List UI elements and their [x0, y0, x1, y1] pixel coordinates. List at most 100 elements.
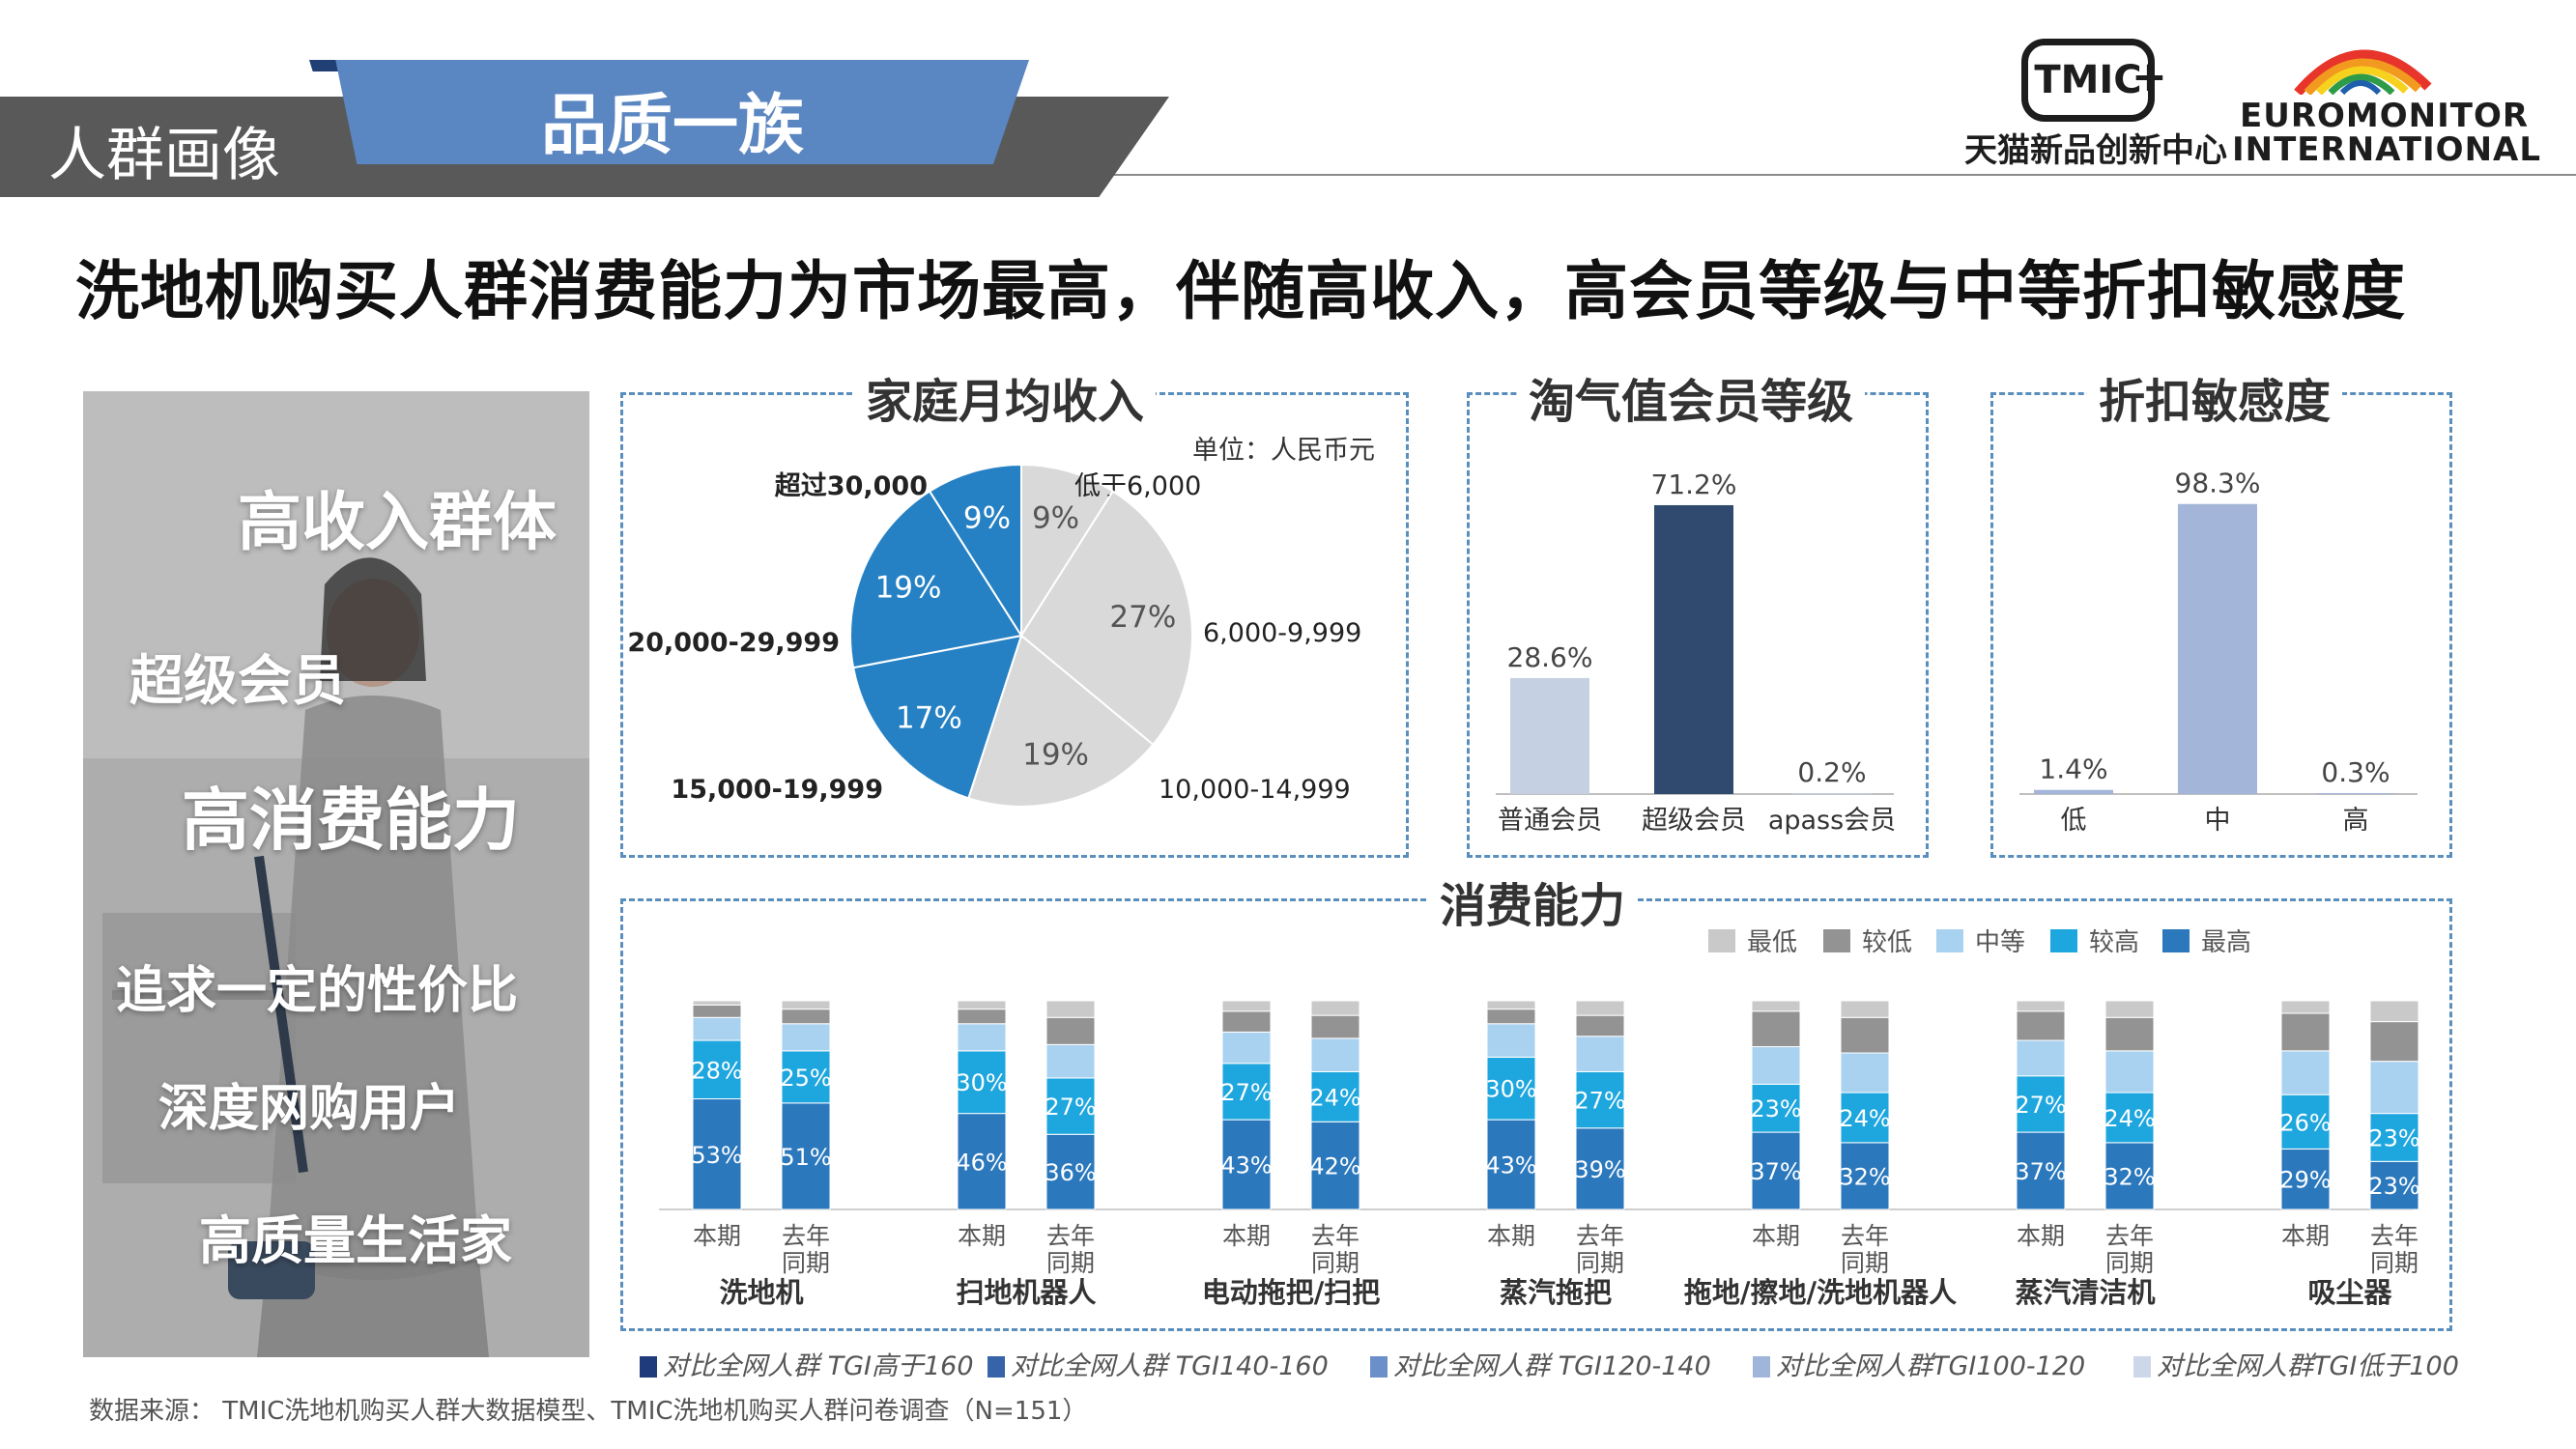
stacked-segment-value: 27%	[1220, 1079, 1272, 1106]
stacked-segment-value: 27%	[1045, 1094, 1096, 1121]
group-label: 拖地/擦地/洗地机器人	[1684, 1276, 1957, 1309]
stacked-segment-value: 53%	[691, 1142, 742, 1169]
legend-label: 中等	[1975, 928, 2025, 957]
tab-label: 品质一族	[541, 88, 805, 164]
pie-slice	[1019, 490, 1193, 747]
tmic-logo-subtitle: 天猫新品创新中心	[1964, 131, 2227, 170]
stacked-segment	[957, 1000, 1007, 1010]
discount-bar-value: 1.4%	[2039, 753, 2107, 785]
stacked-segment-value: 43%	[1485, 1152, 1536, 1179]
member-bar	[1654, 504, 1733, 794]
photo-label-heavy-shopper: 深度网购用户	[158, 1080, 461, 1138]
stacked-segment-value: 43%	[1220, 1152, 1272, 1179]
period-label: 去年	[1046, 1222, 1095, 1250]
stacked-segment	[1751, 1046, 1801, 1085]
legend-swatch	[1708, 929, 1735, 952]
pie-slice-label: 6,000-9,999	[1203, 618, 1361, 648]
stacked-segment	[1221, 1000, 1272, 1012]
group-label: 蒸汽拖把	[1500, 1276, 1612, 1309]
stacked-segment	[2016, 1000, 2066, 1012]
stacked-segment-value: 23%	[1750, 1095, 1801, 1122]
pie-slice-label: 15,000-19,999	[671, 775, 883, 805]
period-label: 去年	[1841, 1222, 1889, 1250]
euromonitor-logo-line1: EUROMONITOR	[2240, 97, 2530, 135]
pie-slice-value: 9%	[1032, 501, 1079, 536]
tgi-swatch-low	[2133, 1356, 2151, 1378]
section-label: 人群画像	[48, 122, 280, 189]
discount-title: 折扣敏感度	[2087, 363, 2343, 431]
stacked-segment-value: 37%	[2015, 1158, 2066, 1185]
period-label: 去年	[2105, 1222, 2154, 1250]
stacked-segment-value: 39%	[1574, 1156, 1625, 1183]
stacked-segment	[1310, 1121, 1360, 1210]
discount-bar-chart: 1.4% 低 98.3% 中 0.3% 高	[2019, 468, 2418, 836]
member-category-label: 超级会员	[1642, 806, 1746, 836]
pie-slice-label: 超过30,000	[775, 471, 928, 501]
stacked-segment	[957, 1050, 1007, 1115]
pie-slice-label: 20,000-29,999	[627, 628, 840, 658]
stacked-segment-value: 36%	[1045, 1159, 1096, 1186]
tgi-label-low: 对比全网人群TGI低于100	[2157, 1351, 2459, 1381]
stacked-segment	[1486, 1023, 1536, 1058]
discount-category-label: 高	[2343, 806, 2369, 836]
stacked-segment	[1575, 1014, 1625, 1037]
discount-bar	[2316, 793, 2395, 795]
income-unit-note: 单位：人民币元	[1192, 436, 1375, 466]
stacked-segment	[1486, 1056, 1536, 1121]
stacked-segment	[1221, 1010, 1272, 1033]
stacked-segment	[1310, 1070, 1360, 1122]
stacked-segment-value: 32%	[2104, 1163, 2155, 1190]
stacked-segment	[1751, 1000, 1801, 1012]
tgi-label-120: 对比全网人群 TGI120-140	[1393, 1351, 1711, 1381]
stacked-segment	[2016, 1039, 2066, 1077]
group-label: 洗地机	[719, 1276, 803, 1309]
stacked-segment	[957, 1113, 1007, 1210]
stacked-segment	[1310, 1000, 1360, 1016]
stacked-segment	[2104, 1050, 2155, 1094]
tgi-swatch-120	[1370, 1356, 1388, 1378]
legend-swatch	[2050, 929, 2077, 952]
period-label: 同期	[1311, 1249, 1360, 1277]
stacked-segment	[1840, 1092, 1890, 1144]
period-label: 本期	[1752, 1222, 1800, 1250]
group-label: 扫地机器人	[956, 1276, 1096, 1309]
stacked-segment	[2104, 1092, 2155, 1144]
stacked-segment	[692, 1016, 742, 1041]
period-label: 同期	[2370, 1249, 2419, 1277]
tgi-swatch-140	[987, 1356, 1005, 1378]
pie-slice	[851, 634, 1023, 800]
stacked-segment	[2016, 1010, 2066, 1041]
stacked-segment	[781, 1050, 831, 1104]
photo-illustration	[83, 391, 589, 1357]
member-bar-value: 28.6%	[1507, 641, 1593, 673]
stacked-segment	[1486, 1119, 1536, 1210]
tgi-label-140: 对比全网人群 TGI140-160	[1011, 1351, 1329, 1381]
group-label: 吸尘器	[2307, 1276, 2392, 1309]
legend-label: 最高	[2201, 928, 2251, 957]
pie-slice-label: 低于6,000	[1074, 471, 1201, 501]
period-label: 去年	[1311, 1222, 1360, 1250]
stacked-segment	[1575, 1000, 1625, 1016]
stacked-segment	[2280, 1050, 2331, 1095]
stacked-segment-value: 24%	[1839, 1105, 1890, 1132]
period-label: 本期	[2281, 1222, 2330, 1250]
tgi-legend-120: 对比全网人群 TGI120-140	[1370, 1345, 1711, 1382]
stacked-segment	[1310, 1014, 1360, 1039]
stacked-segment	[2104, 1016, 2155, 1052]
euromonitor-logo-icon	[2294, 49, 2432, 95]
stacked-segment	[1045, 1043, 1096, 1079]
stacked-segment	[1840, 1000, 1890, 1018]
discount-bar-value: 98.3%	[2175, 468, 2261, 499]
pie-slice-value: 19%	[1022, 737, 1089, 772]
stacked-segment	[2280, 1000, 2331, 1014]
pie-slice	[849, 490, 1023, 669]
pie-slice-value: 17%	[896, 700, 962, 735]
period-label: 同期	[1576, 1249, 1624, 1277]
photo-label-super-member: 超级会员	[129, 650, 346, 713]
period-label: 同期	[1841, 1249, 1889, 1277]
period-label: 本期	[1222, 1222, 1271, 1250]
tgi-label-160: 对比全网人群 TGI高于160	[663, 1351, 974, 1381]
stacked-segment-value: 46%	[956, 1149, 1007, 1176]
tgi-label-100: 对比全网人群TGI100-120	[1776, 1351, 2086, 1381]
stacked-segment	[1840, 1052, 1890, 1094]
